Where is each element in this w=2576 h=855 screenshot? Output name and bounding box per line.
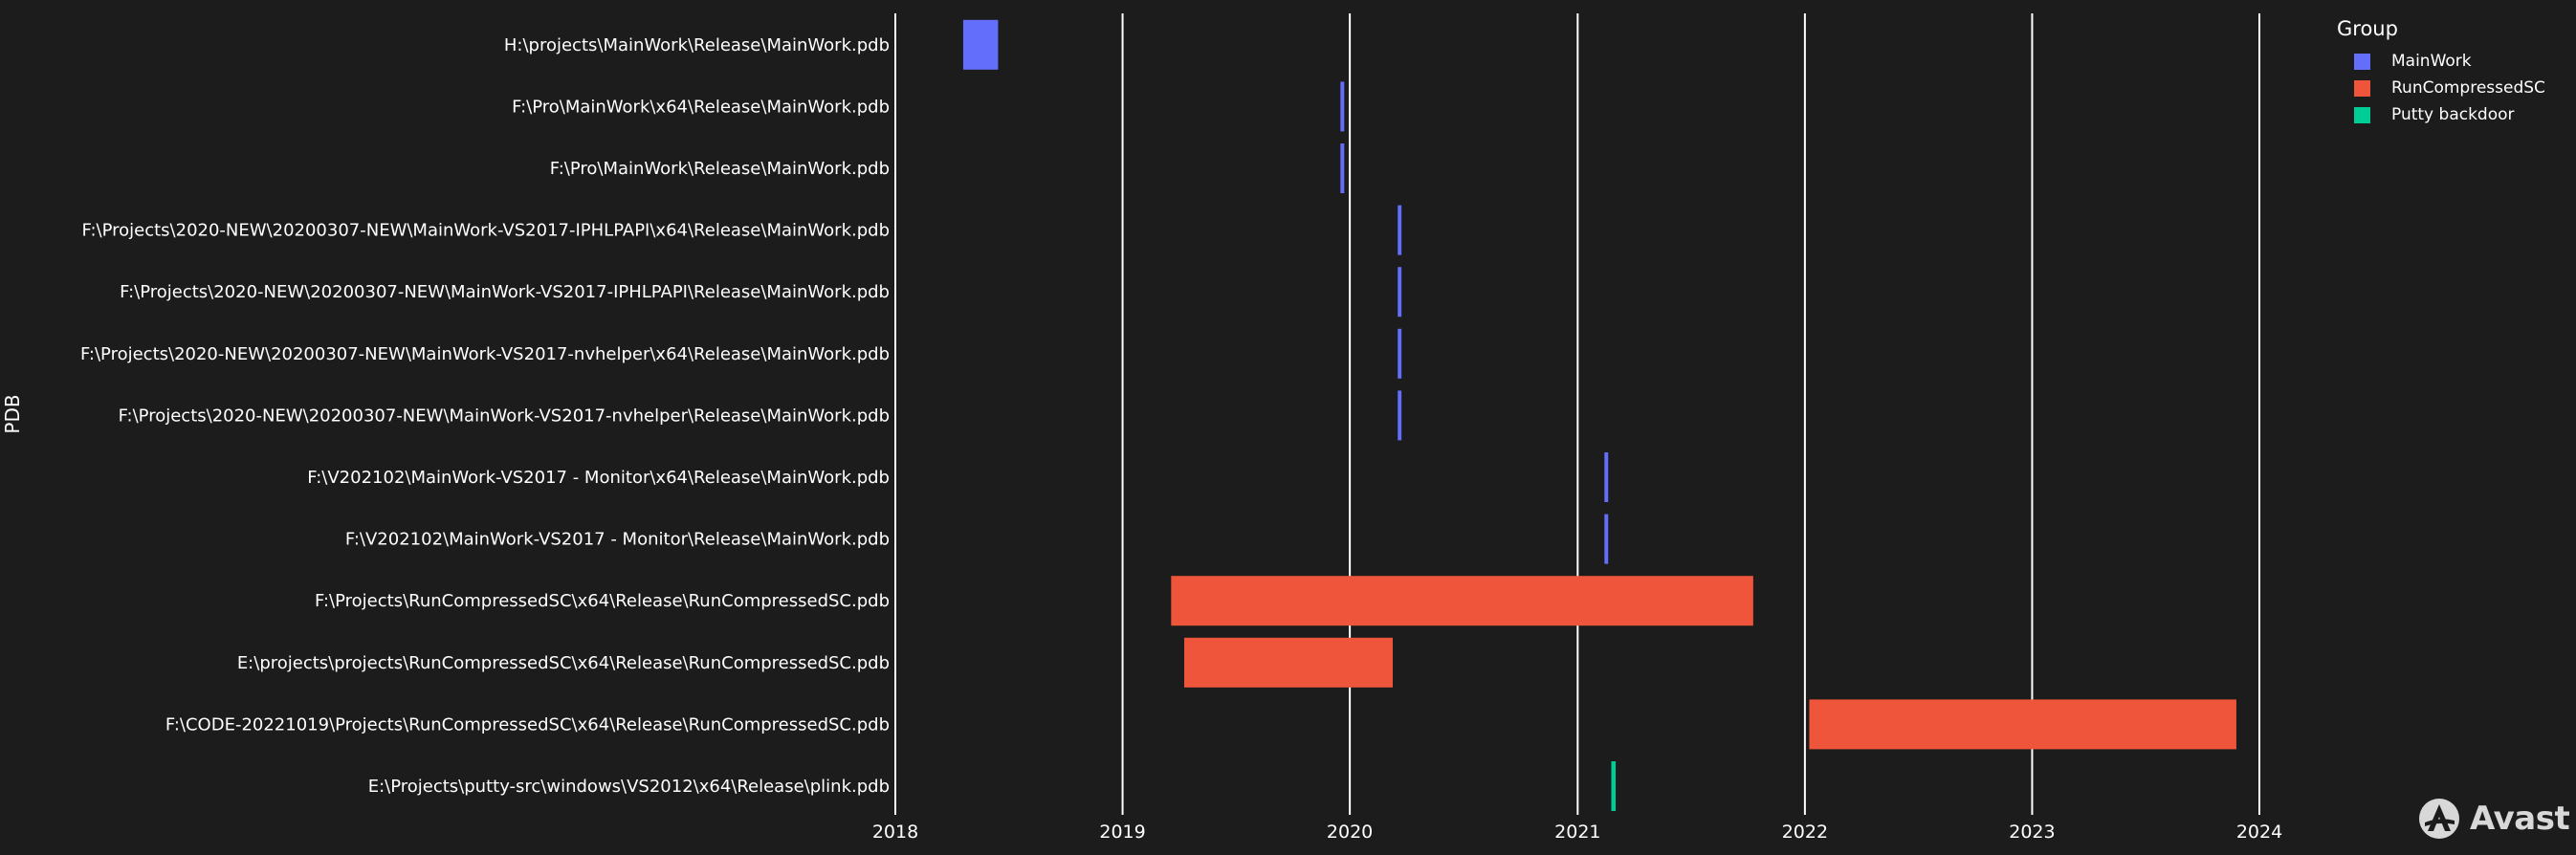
x-tick-label: 2023: [2009, 822, 2055, 843]
legend: Group MainWork RunCompressedSC Putty bac…: [2337, 17, 2545, 128]
avast-logo-text: Avast: [2470, 800, 2570, 838]
task-bar[interactable]: [962, 19, 999, 70]
task-bar[interactable]: [1340, 81, 1345, 132]
bars: [962, 19, 2236, 811]
y-tick-label: F:\Projects\2020-NEW\20200307-NEW\MainWo…: [120, 282, 890, 302]
task-bar[interactable]: [1398, 390, 1402, 441]
task-bar[interactable]: [1604, 514, 1609, 564]
y-tick-label: F:\Projects\2020-NEW\20200307-NEW\MainWo…: [82, 221, 891, 241]
avast-logo-icon: [2419, 799, 2459, 839]
y-tick-label: E:\projects\projects\RunCompressedSC\x64…: [237, 653, 890, 673]
legend-swatch: [2354, 53, 2370, 70]
y-tick-label: F:\Pro\MainWork\x64\Release\MainWork.pdb: [512, 97, 890, 117]
y-tick-label: E:\Projects\putty-src\windows\VS2012\x64…: [368, 777, 890, 797]
task-bar[interactable]: [1809, 699, 2236, 750]
legend-title: Group: [2337, 17, 2398, 40]
x-tick-label: 2019: [1099, 822, 1145, 843]
legend-label: MainWork: [2391, 52, 2472, 71]
legend-item-mainwork[interactable]: MainWork: [2337, 48, 2545, 75]
task-bar[interactable]: [1398, 205, 1402, 255]
y-tick-labels: H:\projects\MainWork\Release\MainWork.pd…: [80, 35, 890, 797]
y-tick-label: H:\projects\MainWork\Release\MainWork.pd…: [504, 35, 890, 55]
legend-swatch: [2354, 106, 2370, 123]
y-tick-label: F:\Pro\MainWork\Release\MainWork.pdb: [550, 159, 890, 179]
task-bar[interactable]: [1183, 637, 1394, 688]
y-axis-title: PDB: [1, 394, 24, 433]
legend-swatch: [2354, 79, 2370, 97]
x-tick-label: 2024: [2236, 822, 2282, 843]
y-tick-label: F:\V202102\MainWork-VS2017 - Monitor\x64…: [307, 468, 890, 488]
task-bar[interactable]: [1604, 452, 1609, 502]
task-bar[interactable]: [1398, 328, 1402, 379]
avast-logo: Avast: [2416, 796, 2570, 842]
x-tick-label: 2018: [872, 822, 918, 843]
task-bar[interactable]: [1398, 267, 1402, 318]
y-tick-label: F:\Projects\2020-NEW\20200307-NEW\MainWo…: [80, 344, 890, 364]
task-bar[interactable]: [1340, 143, 1345, 193]
x-tick-labels: 2018 2019 2020 2021 2022 2023 2024: [872, 822, 2282, 843]
y-tick-label: F:\Projects\RunCompressedSC\x64\Release\…: [315, 591, 890, 611]
legend-item-putty-backdoor[interactable]: Putty backdoor: [2337, 101, 2545, 128]
y-tick-label: F:\CODE-20221019\Projects\RunCompressedS…: [165, 714, 890, 734]
y-tick-label: F:\Projects\2020-NEW\20200307-NEW\MainWo…: [119, 406, 890, 426]
y-tick-label: F:\V202102\MainWork-VS2017 - Monitor\Rel…: [345, 530, 890, 550]
task-bar[interactable]: [1171, 576, 1753, 626]
legend-label: RunCompressedSC: [2391, 78, 2545, 98]
legend-item-runcompressedsc[interactable]: RunCompressedSC: [2337, 75, 2545, 101]
x-tick-label: 2020: [1327, 822, 1373, 843]
gridlines: [894, 13, 2260, 815]
x-tick-label: 2022: [1782, 822, 1828, 843]
x-tick-label: 2021: [1554, 822, 1600, 843]
task-bar[interactable]: [1611, 761, 1617, 811]
legend-label: Putty backdoor: [2391, 105, 2515, 124]
